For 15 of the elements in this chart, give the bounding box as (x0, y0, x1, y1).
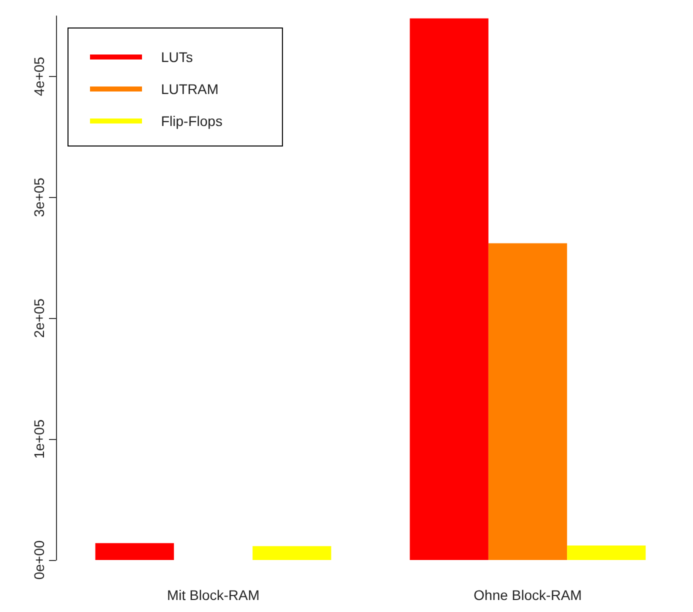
legend-label: LUTRAM (161, 81, 219, 97)
bar (95, 543, 174, 560)
x-tick-label: Mit Block-RAM (166, 587, 260, 603)
x-tick-label: Ohne Block-RAM (474, 587, 582, 603)
y-tick-label: 0e+00 (31, 540, 47, 580)
y-tick-label: 2e+05 (31, 298, 47, 338)
legend-label: LUTs (161, 49, 193, 65)
legend-label: Flip-Flops (161, 113, 222, 129)
bar (488, 243, 568, 560)
bar (410, 18, 488, 560)
y-tick-label: 3e+05 (31, 177, 47, 217)
y-tick-label: 1e+05 (31, 419, 47, 459)
bar (567, 545, 646, 560)
y-tick-label: 4e+05 (31, 56, 47, 96)
bar (252, 546, 332, 560)
